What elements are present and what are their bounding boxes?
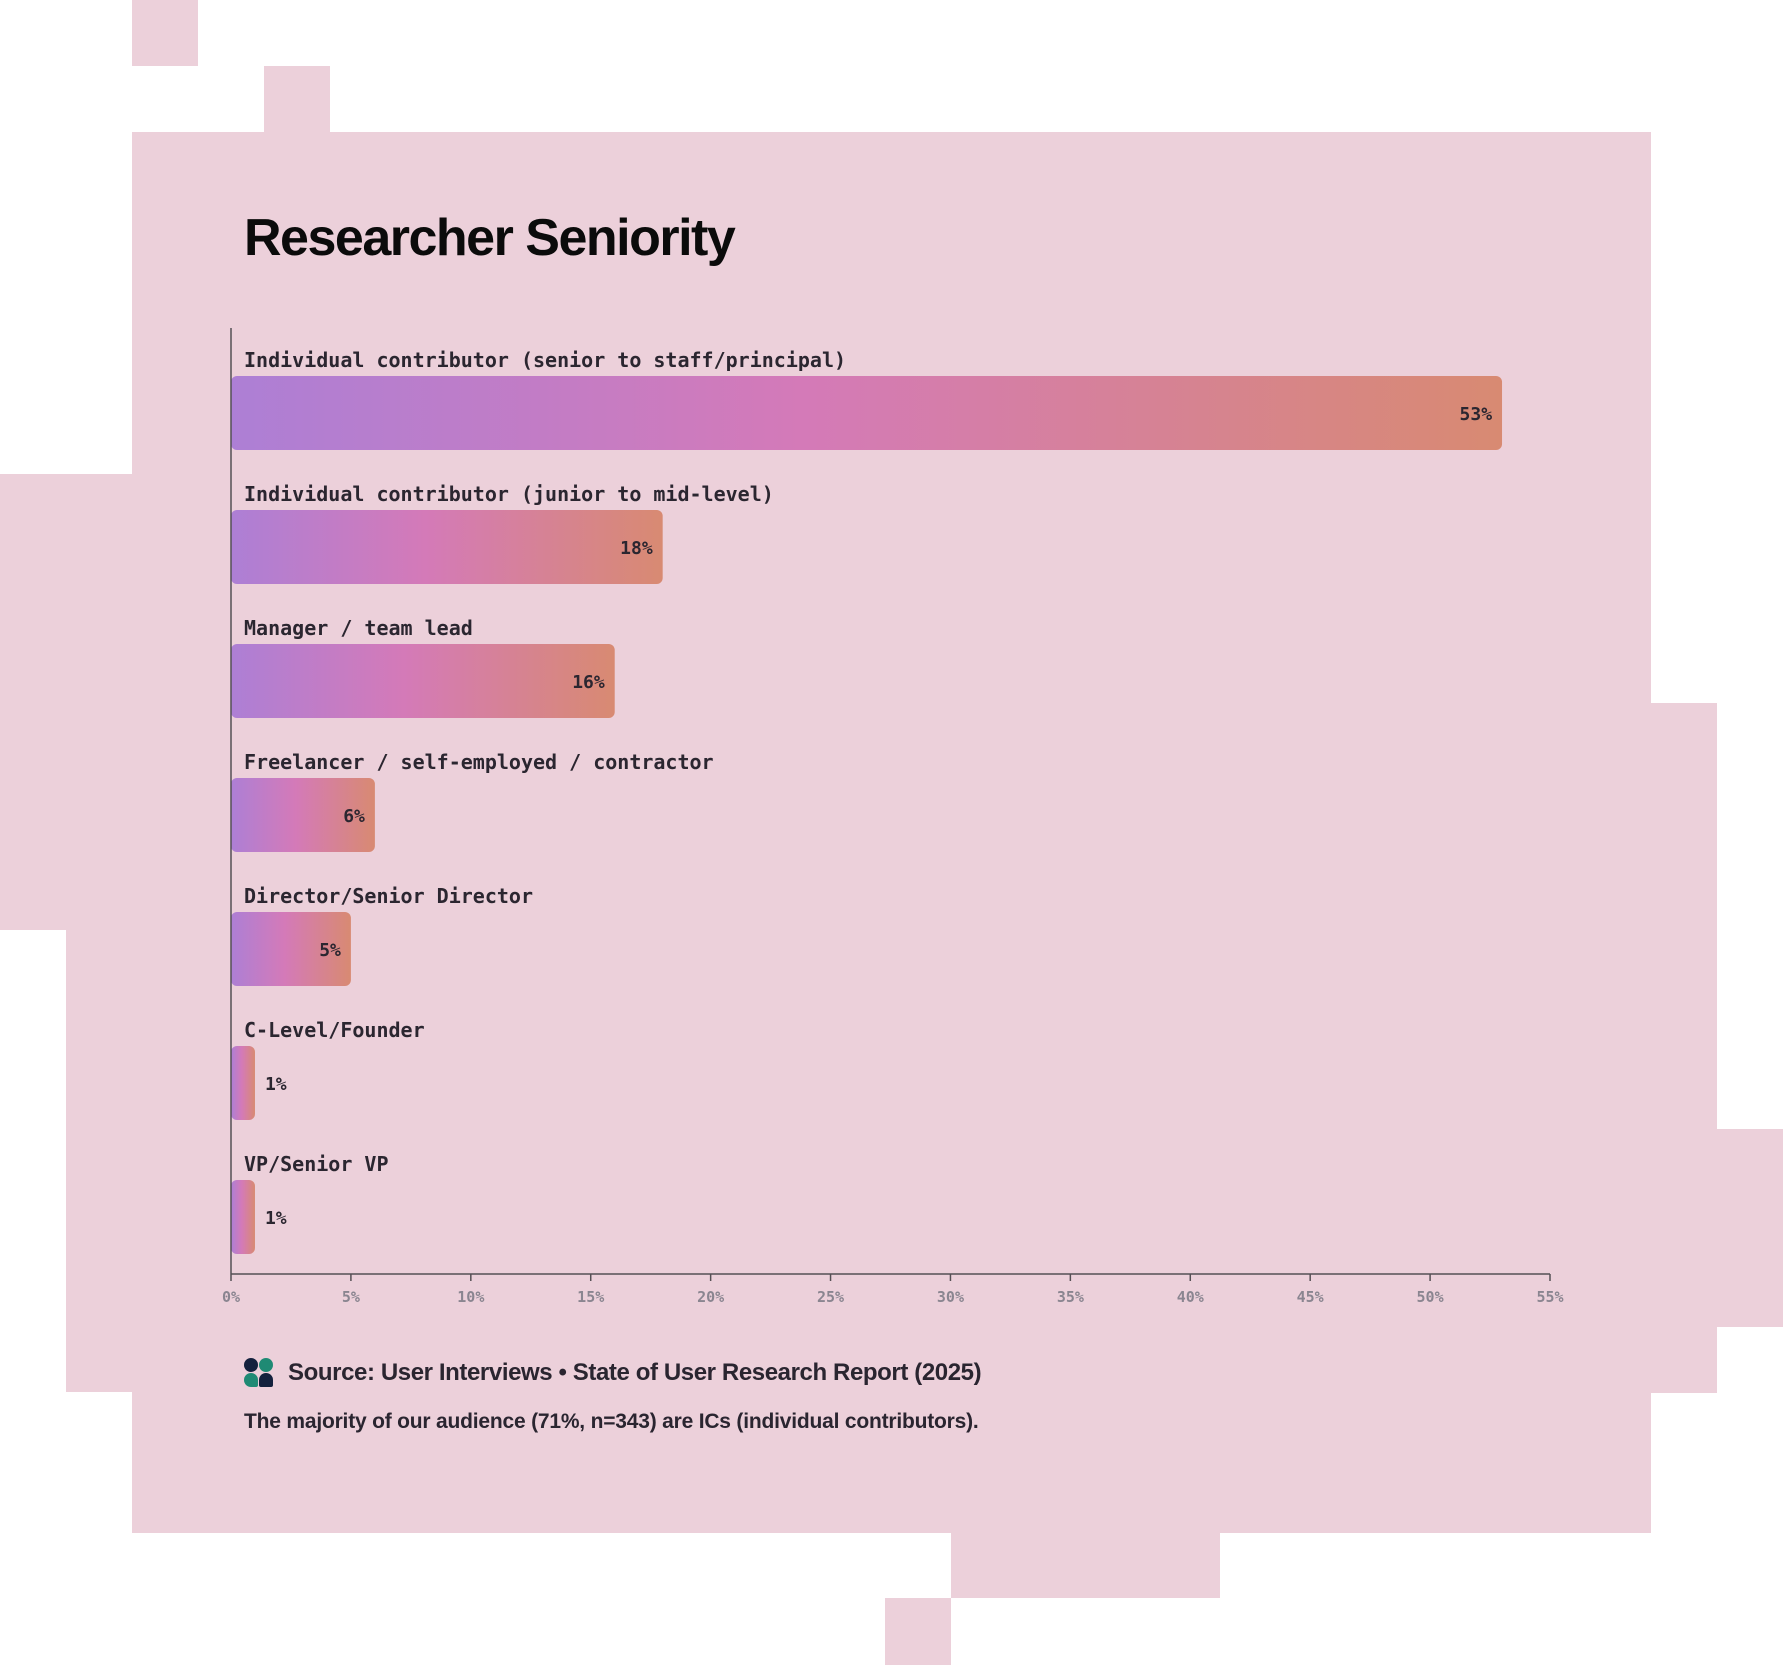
bg-block [132,0,198,66]
x-tick-label: 45% [1297,1288,1324,1306]
bar [231,1180,255,1254]
bg-block [0,474,140,930]
bg-block [951,1520,1220,1598]
value-label: 16% [572,672,605,693]
x-tick-label: 20% [697,1288,724,1306]
category-label: Individual contributor (junior to mid-le… [244,482,774,506]
value-label: 5% [319,940,341,961]
bar [231,912,351,986]
category-label: Individual contributor (senior to staff/… [244,348,846,372]
chart-note: The majority of our audience (71%, n=343… [244,1410,979,1433]
value-label: 1% [265,1208,287,1229]
category-label: Manager / team lead [244,616,473,640]
value-label: 6% [343,806,365,827]
x-tick-label: 30% [937,1288,964,1306]
category-label: VP/Senior VP [244,1152,389,1176]
category-label: Freelancer / self-employed / contractor [244,750,714,774]
user-interviews-logo-icon [244,1358,274,1388]
bg-block [1700,1129,1783,1327]
bar [231,644,615,718]
value-label: 1% [265,1074,287,1095]
x-tick-label: 10% [457,1288,484,1306]
x-tick-label: 55% [1536,1288,1563,1306]
bg-block [66,920,146,1392]
x-tick-label: 15% [577,1288,604,1306]
x-tick-label: 5% [342,1288,360,1306]
x-tick-label: 0% [222,1288,240,1306]
chart-title: Researcher Seniority [244,209,736,267]
x-axis: 0% 5% 10% 15% 20% 25% 30% 35% 40% 45% 50% 55% [222,328,1564,1306]
category-label: Director/Senior Director [244,884,533,908]
bar [231,376,1503,450]
bg-block [132,132,1651,1533]
bar [231,1046,255,1120]
bg-block [264,66,330,132]
bar [231,510,663,584]
source-line: Source: User Interviews • State of User … [244,1358,982,1388]
x-tick-label: 50% [1417,1288,1444,1306]
x-tick-label: 35% [1057,1288,1084,1306]
x-tick-label: 25% [817,1288,844,1306]
bars-group: Individual contributor (senior to staff/… [231,348,1503,1254]
bg-block [885,1598,951,1665]
x-tick-label: 40% [1177,1288,1204,1306]
bar [231,778,375,852]
source-text: Source: User Interviews • State of User … [288,1359,982,1386]
value-label: 53% [1460,404,1493,425]
value-label: 18% [620,538,653,559]
category-label: C-Level/Founder [244,1018,425,1042]
